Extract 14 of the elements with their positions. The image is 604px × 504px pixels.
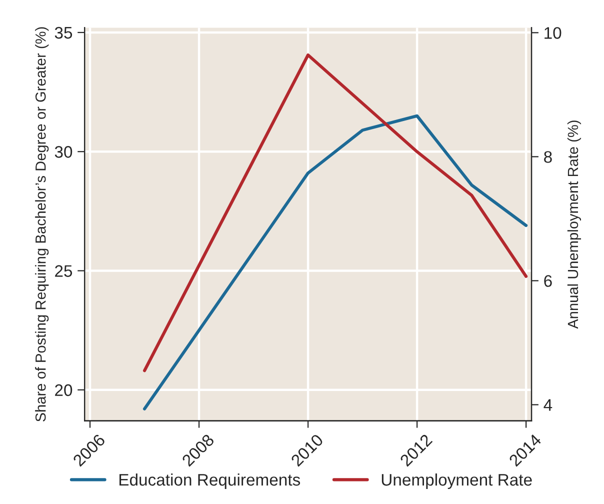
y2-tick-label: 6 (544, 275, 552, 287)
y-axis-title: Share of Posting Requiring Bachelor’s Degree or Greater (%) (35, 27, 49, 422)
y2-tick-label: 4 (544, 399, 552, 411)
y2-tick-label: 10 (544, 27, 562, 39)
y2-axis-title: Annual Unemployment Rate (%) (567, 120, 582, 329)
y-tick-label: 30 (54, 146, 72, 158)
legend-label: Unemployment Rate (382, 473, 532, 489)
legend-label: Education Requirements (119, 473, 300, 489)
y-tick-label: 35 (54, 26, 72, 39)
y2-tick-label: 8 (544, 151, 552, 163)
line-series (142, 114, 528, 410)
y-tick-label: 25 (55, 265, 72, 277)
line-series (142, 53, 528, 372)
y-tick-label: 20 (55, 384, 72, 396)
